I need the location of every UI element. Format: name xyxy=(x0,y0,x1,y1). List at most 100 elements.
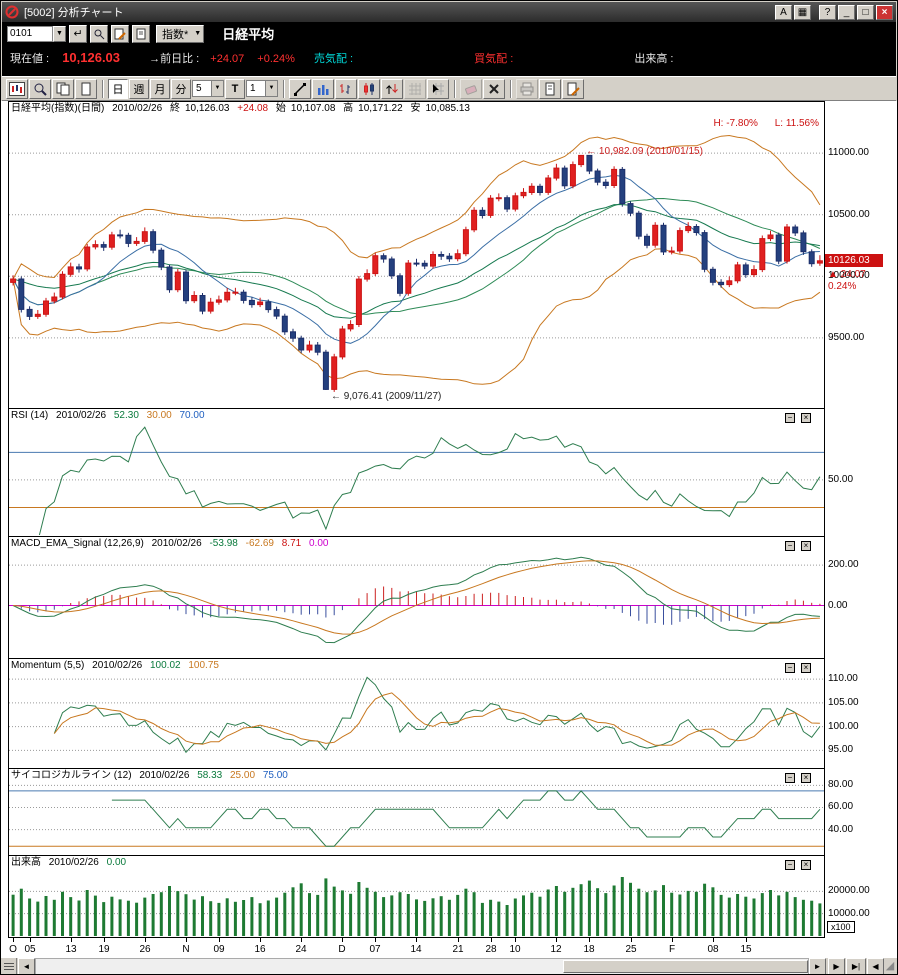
tick-button[interactable]: T xyxy=(225,78,245,99)
bar-chart-icon xyxy=(318,84,329,95)
scrollbar-thumb[interactable] xyxy=(563,960,808,973)
volume-plot[interactable] xyxy=(9,869,824,936)
period-minute-button[interactable]: 分 xyxy=(171,78,191,99)
bar-chart-tool-button[interactable] xyxy=(312,78,334,99)
x-axis-tick xyxy=(301,938,302,942)
page-list-button[interactable] xyxy=(132,24,150,43)
memo-button[interactable] xyxy=(562,78,584,99)
macd-panel-header: MACD_EMA_Signal (12,26,9) 2010/02/26 -53… xyxy=(9,536,824,551)
scrollbar-track[interactable] xyxy=(35,958,809,974)
rsi-minimize-button[interactable]: − xyxy=(785,413,795,423)
ohlc-tool-button[interactable] xyxy=(335,78,357,99)
period-month-button[interactable]: 月 xyxy=(150,78,170,99)
minimize-button[interactable]: _ xyxy=(838,4,855,20)
help-button[interactable]: ? xyxy=(819,4,836,20)
x-axis-label: 15 xyxy=(740,944,752,955)
period-week-button[interactable]: 週 xyxy=(129,78,149,99)
font-size-button[interactable]: A xyxy=(775,4,792,20)
register-list-button[interactable] xyxy=(111,24,129,43)
eraser-tool-button[interactable] xyxy=(460,78,482,99)
x-axis-tick xyxy=(71,938,72,942)
psych-close-button[interactable]: × xyxy=(801,773,811,783)
macd-close-button[interactable]: × xyxy=(801,541,811,551)
scroll-step-right-button[interactable]: ▶ xyxy=(828,958,845,974)
momentum-plot[interactable] xyxy=(9,672,824,767)
delete-drawing-button[interactable] xyxy=(483,78,505,99)
new-chart-button[interactable] xyxy=(75,78,97,99)
y-axis-label: 200.00 xyxy=(828,559,859,571)
market-category-select[interactable]: 指数* ▼ xyxy=(156,24,205,43)
splitter-grip[interactable] xyxy=(2,958,17,974)
y-axis-label: 100.00 xyxy=(828,720,859,732)
volume-close-button[interactable]: × xyxy=(801,860,811,870)
chart-toolbar: 日 週 月 分 5 ▼ T 1 ▼ xyxy=(2,76,896,101)
price-panel-change: +24.08 xyxy=(237,103,269,114)
page-icon xyxy=(545,82,555,95)
close-button[interactable]: × xyxy=(876,4,893,20)
symbol-code-dropdown[interactable]: ▼ xyxy=(53,25,66,42)
psych-minimize-button[interactable]: − xyxy=(785,773,795,783)
price-panel-title: 日経平均(指数)(日間) xyxy=(11,103,105,114)
momentum-minimize-button[interactable]: − xyxy=(785,663,795,673)
x-axis-label: 18 xyxy=(583,944,595,955)
macd-minimize-button[interactable]: − xyxy=(785,541,795,551)
tick-interval-select[interactable]: 1 ▼ xyxy=(246,80,278,97)
titlebar[interactable]: [5002] 分析チャート A ▦ ? _ □ × xyxy=(2,2,896,22)
x-axis-tick xyxy=(556,938,557,942)
chart-area: 日経平均(指数)(日間) 2010/02/26 終 10,126.03 +24.0… xyxy=(1,101,897,958)
price-label: 現在値 : xyxy=(10,53,50,65)
x-axis-label: N xyxy=(182,944,190,955)
x-axis-tick xyxy=(746,938,747,942)
copy-chart-button[interactable] xyxy=(52,78,74,99)
symbol-code-input[interactable]: 0101 xyxy=(7,25,53,42)
x-axis-label: O xyxy=(9,944,17,955)
crosshair-tool-button[interactable] xyxy=(427,78,449,99)
print-button[interactable] xyxy=(516,78,538,99)
search-icon xyxy=(94,29,105,39)
scroll-step-left-button[interactable]: ◀ xyxy=(867,958,884,974)
x-axis-label: 21 xyxy=(452,944,464,955)
x-axis-tick xyxy=(13,938,14,942)
x-axis-tick xyxy=(515,938,516,942)
macd-panel-title: MACD_EMA_Signal (12,26,9) xyxy=(11,538,144,549)
layout-button[interactable]: ▦ xyxy=(794,4,811,20)
restore-button[interactable]: □ xyxy=(857,4,874,20)
candlestick-tool-button[interactable] xyxy=(358,78,380,99)
window-title: [5002] 分析チャート xyxy=(24,7,124,19)
y-axis-label: 11000.00 xyxy=(828,147,869,159)
psych-plot[interactable] xyxy=(9,782,824,854)
volume-label: 出来高 : xyxy=(634,53,674,65)
trendline-tool-button[interactable] xyxy=(289,78,311,99)
zoom-chart-button[interactable] xyxy=(29,78,51,99)
chart-frame xyxy=(8,101,825,938)
enter-button[interactable]: ↵ xyxy=(69,24,87,43)
y-axis-label: 20000.00 xyxy=(828,885,870,897)
trendline-icon xyxy=(294,82,306,96)
x-axis-tick xyxy=(260,938,261,942)
volume-minimize-button[interactable]: − xyxy=(785,860,795,870)
scroll-latest-button[interactable]: ▶| xyxy=(846,958,866,974)
price-plot[interactable] xyxy=(9,115,824,408)
minute-interval-select[interactable]: 5 ▼ xyxy=(192,80,224,97)
scroll-right-button[interactable]: ► xyxy=(809,958,826,974)
save-image-button[interactable] xyxy=(539,78,561,99)
resize-grip[interactable]: ◢ xyxy=(885,960,895,972)
updown-arrows-tool-button[interactable] xyxy=(381,78,403,99)
macd-plot[interactable] xyxy=(9,550,824,657)
scroll-left-button[interactable]: ◄ xyxy=(18,958,35,974)
x-axis-tick xyxy=(104,938,105,942)
momentum-close-button[interactable]: × xyxy=(801,663,811,673)
delete-x-icon xyxy=(489,83,499,94)
analysis-chart-button[interactable] xyxy=(6,78,28,99)
last-price-change-pct: 0.24% xyxy=(828,280,857,292)
x-axis-tick xyxy=(631,938,632,942)
symbol-search-button[interactable] xyxy=(90,24,108,43)
grid-tool-button[interactable] xyxy=(404,78,426,99)
period-day-button[interactable]: 日 xyxy=(108,78,128,99)
horizontal-scrollbar[interactable]: ◄ ► ▶ ▶| ◀ ◢ xyxy=(2,958,897,974)
rsi-plot[interactable] xyxy=(9,422,824,535)
x-axis-label: F xyxy=(668,944,676,955)
magnifier-icon xyxy=(34,83,47,96)
rsi-close-button[interactable]: × xyxy=(801,413,811,423)
